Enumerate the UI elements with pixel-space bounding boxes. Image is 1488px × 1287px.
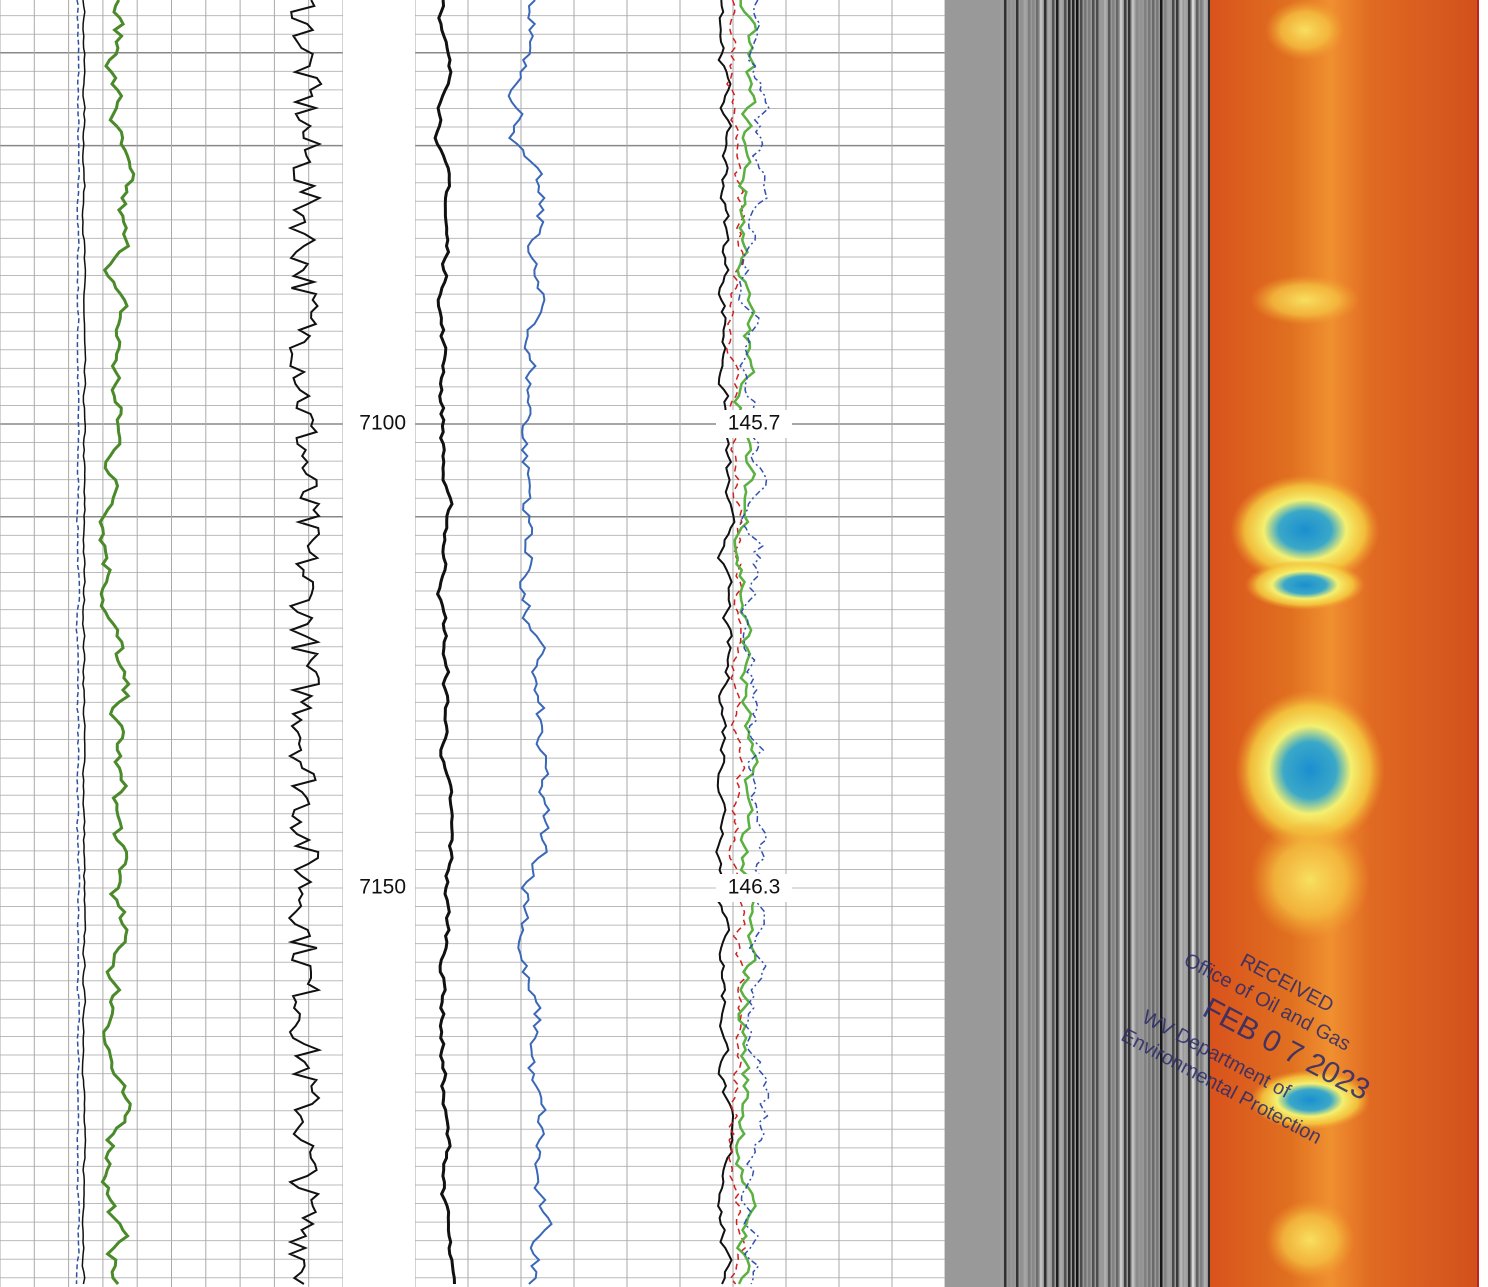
- vdl-stripe: [1184, 0, 1187, 1287]
- vdl-stripe: [1116, 0, 1119, 1287]
- log-curve: [75, 0, 81, 1285]
- vdl-stripe: [1120, 0, 1123, 1287]
- heat-background: [1210, 0, 1478, 1287]
- vdl-image: [945, 0, 1211, 1287]
- vdl-stripe: [1208, 0, 1211, 1287]
- depth-track: [343, 0, 415, 1287]
- log-curve: [98, 0, 136, 1285]
- vdl-stripe: [1104, 0, 1107, 1287]
- vdl-stripe: [1048, 0, 1051, 1287]
- vdl-stripe: [1168, 0, 1171, 1287]
- vdl-stripe: [1028, 0, 1031, 1287]
- vdl-stripe: [1084, 0, 1087, 1287]
- vdl-stripe: [1036, 0, 1039, 1287]
- reading: 145.7: [728, 412, 781, 435]
- vdl-stripe: [1000, 0, 1003, 1287]
- reading: 146.3: [728, 876, 781, 899]
- vdl-stripe: [1108, 0, 1111, 1287]
- vdl-stripe: [1188, 0, 1191, 1287]
- vdl-stripe: [1200, 0, 1203, 1287]
- vdl-stripe: [1060, 0, 1063, 1287]
- vdl-stripe: [1204, 0, 1207, 1287]
- vdl-stripe: [1124, 0, 1127, 1287]
- vdl-stripe: [1176, 0, 1179, 1287]
- vdl-stripe: [1044, 0, 1047, 1287]
- vdl-stripe: [1172, 0, 1175, 1287]
- vdl-stripe: [1068, 0, 1071, 1287]
- depth-label: 7100: [359, 412, 406, 435]
- vdl-stripe: [1128, 0, 1131, 1287]
- vdl-stripe: [1180, 0, 1183, 1287]
- grid: [0, 0, 946, 1287]
- vdl-stripe: [1112, 0, 1115, 1287]
- vdl-stripe: [1164, 0, 1167, 1287]
- heat-spot: [1245, 560, 1365, 610]
- vdl-stripe: [1008, 0, 1011, 1287]
- curves: [75, 0, 770, 1285]
- vdl-stripe: [1012, 0, 1015, 1287]
- heat-spot: [1265, 0, 1345, 60]
- vdl-stripe: [1020, 0, 1023, 1287]
- vdl-stripe: [1052, 0, 1055, 1287]
- log-curve: [725, 0, 747, 1285]
- heat-spot: [1250, 1070, 1370, 1130]
- vdl-stripe: [1096, 0, 1099, 1287]
- vdl-stripe: [1064, 0, 1067, 1287]
- vdl-stripe: [1156, 0, 1159, 1287]
- vdl-stripe: [1100, 0, 1103, 1287]
- vdl-stripe: [1092, 0, 1095, 1287]
- log-curve: [287, 0, 323, 1285]
- log-curve: [507, 0, 553, 1285]
- vdl-stripe: [1016, 0, 1019, 1287]
- log-curve: [715, 0, 736, 1285]
- vdl-stripe: [1136, 0, 1139, 1287]
- vdl-stripe: [1076, 0, 1079, 1287]
- vdl-stripe: [1072, 0, 1075, 1287]
- vdl-stripe: [1192, 0, 1195, 1287]
- vdl-stripe: [1160, 0, 1163, 1287]
- vdl-stripe: [1144, 0, 1147, 1287]
- heat-spot: [1235, 690, 1385, 850]
- vdl-stripe: [1032, 0, 1035, 1287]
- heat-spot: [1250, 275, 1360, 325]
- heat-spot: [1250, 820, 1370, 940]
- log-curve: [732, 0, 759, 1285]
- depth-label: 7150: [359, 876, 406, 899]
- log-curve: [81, 0, 87, 1285]
- vdl-stripe: [1132, 0, 1135, 1287]
- vdl-stripe: [1024, 0, 1027, 1287]
- heat-spot: [1230, 475, 1380, 585]
- reading-box: [716, 874, 792, 902]
- heat-spot: [1265, 1200, 1355, 1280]
- vdl-stripe: [1004, 0, 1007, 1287]
- vdl-stripe: [1056, 0, 1059, 1287]
- reading-box: [716, 410, 792, 438]
- vdl-stripe: [1080, 0, 1083, 1287]
- vdl-stripe: [1148, 0, 1151, 1287]
- vdl-stripe: [1196, 0, 1199, 1287]
- vdl-stripe: [1040, 0, 1043, 1287]
- log-curve: [433, 0, 456, 1285]
- vdl-stripe: [1152, 0, 1155, 1287]
- heat-map: [1210, 0, 1479, 1287]
- vdl-stripe: [1140, 0, 1143, 1287]
- log-curve: [737, 0, 770, 1285]
- vdl-stripe: [1088, 0, 1091, 1287]
